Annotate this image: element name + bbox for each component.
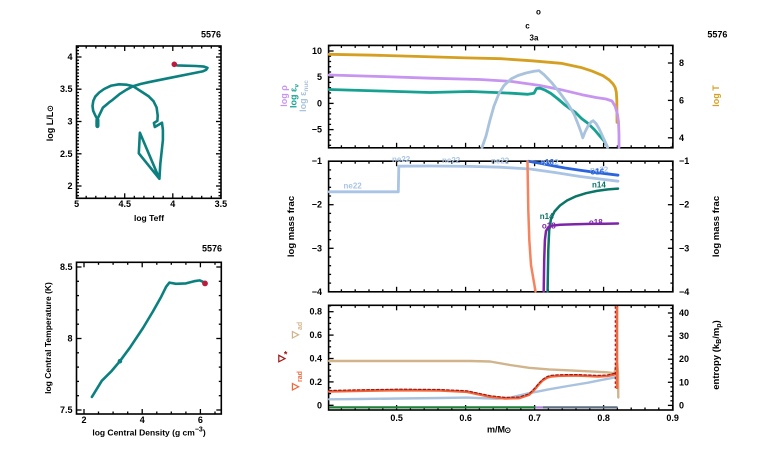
svg-text:log T: log T: [711, 85, 721, 107]
svg-text:log L/L: log L/L: [45, 111, 55, 141]
svg-text:−5: −5: [312, 125, 322, 135]
svg-text:7.5: 7.5: [60, 405, 73, 415]
svg-text:0.8: 0.8: [309, 307, 322, 317]
svg-text:0.6: 0.6: [459, 413, 472, 423]
svg-text:5576: 5576: [202, 244, 222, 254]
svg-text:o16: o16: [540, 158, 554, 167]
svg-text:−1: −1: [312, 156, 322, 166]
svg-text:0.5: 0.5: [390, 413, 403, 423]
svg-text:4: 4: [140, 415, 145, 425]
svg-text:ne22: ne22: [442, 156, 461, 165]
svg-text:6: 6: [198, 415, 203, 425]
svg-text:0.9: 0.9: [666, 413, 679, 423]
svg-text:5576: 5576: [201, 30, 221, 40]
svg-text:n14: n14: [540, 212, 554, 221]
svg-text:log ρ: log ρ: [279, 85, 289, 107]
svg-text:0: 0: [317, 400, 322, 410]
svg-text:log mass frac: log mass frac: [711, 196, 722, 257]
svg-text:5: 5: [317, 72, 322, 82]
svg-text:0.7: 0.7: [528, 413, 541, 423]
svg-text:0.4: 0.4: [309, 354, 322, 364]
svg-text:8: 8: [679, 58, 684, 68]
svg-text:c: c: [525, 22, 530, 31]
svg-text:*: *: [284, 350, 288, 360]
svg-text:6: 6: [679, 95, 684, 105]
svg-text:−2: −2: [312, 200, 322, 210]
svg-text:20: 20: [679, 354, 689, 364]
svg-text:−4: −4: [679, 287, 689, 297]
svg-text:8: 8: [67, 334, 72, 344]
svg-text:−3: −3: [679, 243, 689, 253]
svg-text:log Central Density (g cm−3): log Central Density (g cm−3): [92, 427, 205, 438]
svg-text:0.8: 0.8: [597, 413, 610, 423]
svg-text:4: 4: [67, 52, 72, 62]
svg-text:3.5: 3.5: [215, 199, 228, 209]
svg-text:3a: 3a: [530, 34, 539, 43]
svg-text:ne22: ne22: [590, 166, 609, 175]
svg-text:4.5: 4.5: [118, 199, 131, 209]
svg-text:m/M: m/M: [487, 425, 505, 435]
svg-text:0.6: 0.6: [309, 330, 322, 340]
svg-text:log mass frac: log mass frac: [286, 196, 297, 257]
svg-text:8.5: 8.5: [60, 262, 73, 272]
svg-text:o16: o16: [590, 168, 604, 177]
svg-text:log Teff: log Teff: [134, 213, 164, 223]
svg-text:10: 10: [312, 46, 322, 56]
svg-text:5576: 5576: [707, 30, 727, 40]
svg-text:o18: o18: [589, 218, 603, 227]
svg-text:0: 0: [317, 98, 322, 108]
svg-text:o18: o18: [542, 221, 556, 230]
svg-text:log Central Temperature (K): log Central Temperature (K): [43, 282, 53, 394]
svg-text:log εν: log εν: [289, 84, 301, 108]
svg-text:ne22: ne22: [392, 155, 411, 164]
svg-text:ad: ad: [297, 322, 304, 330]
svg-text:n14: n14: [592, 181, 606, 190]
svg-text:−2: −2: [679, 200, 689, 210]
svg-text:4: 4: [170, 199, 175, 209]
svg-text:40: 40: [679, 308, 689, 318]
svg-text:2: 2: [81, 415, 86, 425]
svg-text:ne22: ne22: [344, 181, 363, 190]
svg-text:4: 4: [679, 133, 684, 143]
svg-text:3.5: 3.5: [60, 84, 73, 94]
svg-text:2: 2: [67, 181, 72, 191]
svg-text:0.2: 0.2: [309, 377, 322, 387]
svg-text:−3: −3: [312, 243, 322, 253]
svg-text:o: o: [536, 8, 541, 17]
svg-text:rad: rad: [297, 371, 304, 382]
svg-text:entropy (kB/mp): entropy (kB/mp): [711, 320, 723, 390]
svg-text:2.5: 2.5: [60, 149, 73, 159]
svg-text:−1: −1: [679, 156, 689, 166]
svg-text:ne22: ne22: [541, 158, 560, 167]
svg-text:30: 30: [679, 331, 689, 341]
svg-text:10: 10: [679, 377, 689, 387]
svg-text:0: 0: [679, 400, 684, 410]
svg-text:5: 5: [74, 199, 79, 209]
svg-text:3: 3: [67, 117, 72, 127]
svg-text:ne22: ne22: [491, 157, 510, 166]
svg-text:−4: −4: [312, 287, 322, 297]
